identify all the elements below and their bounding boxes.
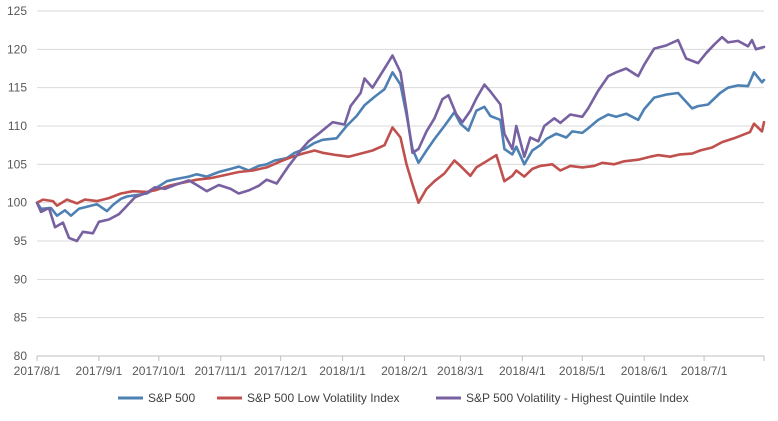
- x-tick-label: 2018/4/1: [499, 364, 546, 378]
- series-line: [35, 35, 766, 243]
- x-tick-label: 2018/5/1: [559, 364, 606, 378]
- series-lines: [35, 35, 766, 243]
- x-tick-label: 2017/8/1: [14, 364, 61, 378]
- x-tick-label: 2018/2/1: [381, 364, 428, 378]
- legend-label: S&P 500 Volatility - Highest Quintile In…: [466, 391, 689, 405]
- x-tick-label: 2018/7/1: [681, 364, 728, 378]
- x-tick-label: 2017/9/1: [76, 364, 123, 378]
- x-tick-label: 2017/10/1: [132, 364, 186, 378]
- y-tick-label: 125: [7, 4, 27, 18]
- x-tick-label: 2017/11/1: [194, 364, 247, 378]
- legend-label: S&P 500: [148, 391, 195, 405]
- gridlines: [37, 10, 764, 319]
- y-axis-ticks: 80 85 90 95 100 105 110 115 120 125: [7, 4, 27, 363]
- x-tick-label: 2018/6/1: [621, 364, 668, 378]
- y-tick-label: 115: [8, 81, 27, 95]
- y-tick-label: 110: [8, 119, 27, 133]
- y-tick-label: 85: [14, 311, 28, 325]
- y-tick-label: 100: [7, 196, 27, 210]
- y-tick-label: 80: [14, 349, 28, 363]
- x-tick-label: 2018/3/1: [437, 364, 484, 378]
- x-axis-ticks: 2017/8/1 2017/9/1 2017/10/1 2017/11/1 2017/1…: [14, 356, 765, 378]
- y-tick-label: 120: [7, 42, 27, 56]
- y-tick-label: 105: [7, 157, 27, 171]
- y-tick-label: 95: [14, 234, 28, 248]
- x-tick-label: 2018/1/1: [319, 364, 366, 378]
- legend: S&P 500 S&P 500 Low Volatility Index S&P 5…: [118, 391, 689, 405]
- legend-label: S&P 500 Low Volatility Index: [247, 391, 400, 405]
- x-tick-label: 2017/12/1: [254, 364, 308, 378]
- series-line: [35, 120, 766, 207]
- y-tick-label: 90: [14, 272, 28, 286]
